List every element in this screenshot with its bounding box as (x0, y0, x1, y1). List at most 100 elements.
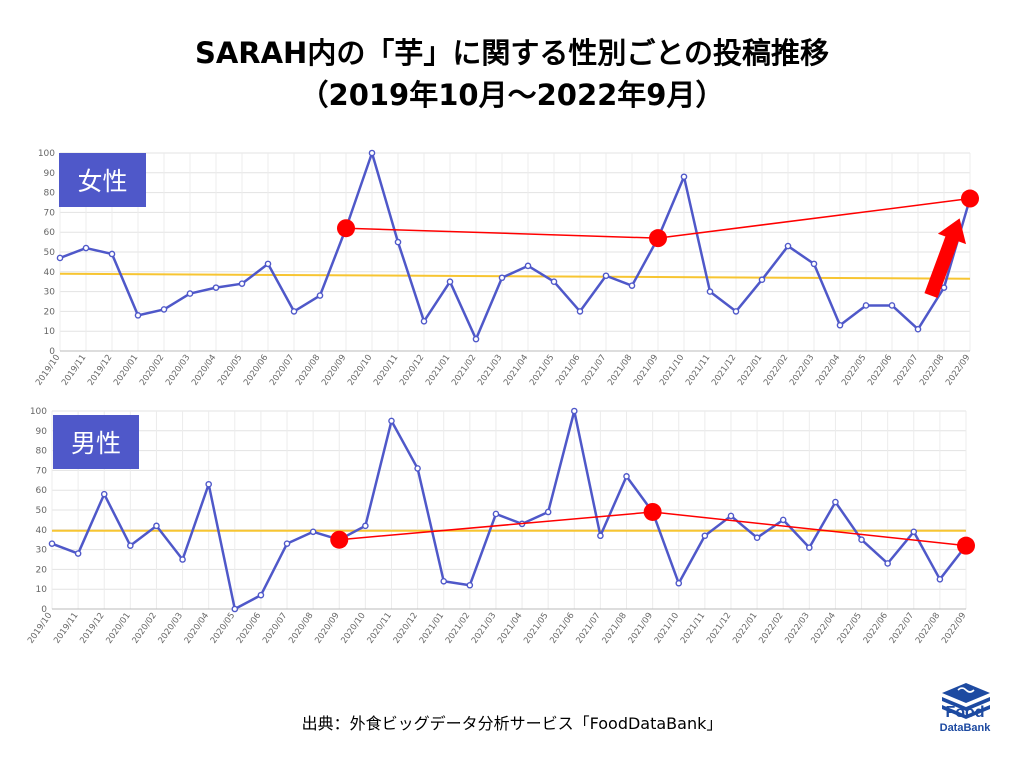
logo-wordmark-food: Food (945, 704, 985, 721)
logo-wordmark-databank: DataBank (939, 722, 991, 734)
data-point (524, 262, 532, 270)
data-point (884, 560, 891, 567)
data-point (806, 544, 813, 551)
y-tick-label: 100 (30, 407, 47, 417)
x-tick-label: 2021/10 (658, 353, 686, 388)
x-tick-label: 2022/09 (940, 611, 968, 646)
data-point (832, 498, 839, 506)
data-point (472, 335, 480, 343)
x-tick-label: 2022/07 (888, 611, 916, 646)
x-tick-label: 2022/01 (736, 353, 764, 388)
x-tick-label: 2022/07 (892, 353, 920, 388)
data-point (492, 510, 500, 518)
x-tick-label: 2021/04 (496, 611, 524, 646)
data-point (127, 542, 134, 549)
data-point (74, 550, 82, 557)
fooddatabank-logo-icon (942, 683, 990, 719)
data-point (257, 591, 265, 599)
x-tick-label: 2022/01 (731, 611, 759, 646)
x-tick-label: 2021/03 (476, 353, 504, 388)
x-tick-label: 2021/01 (418, 611, 446, 646)
y-tick-label: 0 (49, 347, 55, 357)
x-tick-label: 2020/07 (268, 353, 296, 388)
female-posts-chart: 0 10 20 30 40 50 60 70 80 90 100 2019/102019/112019… (34, 149, 979, 388)
x-tick-label: 2020/01 (104, 611, 132, 646)
x-tick-label: 2020/10 (346, 353, 374, 388)
data-point (753, 534, 761, 542)
data-point (316, 292, 324, 299)
data-point (388, 417, 395, 425)
data-point (544, 508, 552, 516)
x-tick-label: 2020/06 (242, 353, 270, 388)
y-tick-label: 20 (44, 307, 56, 317)
data-point (862, 302, 870, 309)
data-point (362, 522, 369, 530)
highlight-point (961, 189, 979, 208)
y-tick-label: 40 (44, 268, 56, 278)
x-tick-label: 2022/09 (944, 353, 972, 388)
data-point (309, 528, 317, 536)
data-point (446, 278, 454, 285)
x-tick-label: 2020/07 (261, 611, 289, 646)
data-point (231, 605, 239, 613)
y-tick-label: 70 (36, 466, 48, 476)
data-point (212, 284, 220, 291)
x-tick-label: 2022/02 (757, 611, 785, 646)
x-tick-label: 2021/12 (710, 353, 738, 388)
data-point (680, 173, 688, 181)
x-tick-label: 2019/11 (52, 611, 80, 646)
x-tick-label: 2021/10 (653, 611, 681, 646)
x-tick-label: 2020/10 (339, 611, 367, 646)
x-tick-label: 2021/09 (627, 611, 655, 646)
x-tick-label: 2022/06 (862, 611, 890, 646)
y-tick-label: 90 (44, 169, 56, 179)
data-point (727, 512, 735, 520)
x-tick-label: 2019/12 (78, 611, 106, 646)
x-tick-label: 2020/04 (183, 611, 211, 646)
x-tick-label: 2020/08 (294, 353, 322, 388)
trend-up-arrow (924, 218, 967, 298)
data-point (440, 577, 448, 585)
x-tick-label: 2021/04 (502, 353, 530, 388)
x-tick-label: 2020/11 (365, 611, 393, 646)
page-subtitle: （2019年10月〜2022年9月） (299, 78, 725, 112)
data-point (810, 260, 818, 268)
male-posts-chart: 0 10 20 30 40 50 60 70 80 90 100 2019/102019/112019… (26, 407, 975, 646)
highlight-point (649, 229, 667, 248)
x-tick-label: 2019/12 (86, 353, 114, 388)
highlight-point (957, 536, 975, 555)
x-tick-label: 2021/08 (606, 353, 634, 388)
data-point (779, 516, 787, 524)
data-point (283, 540, 291, 547)
data-point (498, 274, 506, 282)
data-point (108, 250, 116, 258)
data-point (186, 290, 194, 297)
x-tick-label: 2020/09 (320, 353, 348, 388)
source-caption: 出典：外食ビッグデータ分析サービス「FoodDataBank」 (301, 714, 723, 733)
data-point (466, 581, 474, 589)
data-point (100, 490, 108, 498)
data-point (394, 238, 402, 246)
data-point (597, 532, 604, 540)
y-tick-label: 0 (41, 605, 47, 615)
data-point (576, 308, 584, 315)
data-point (784, 242, 792, 250)
data-point (936, 575, 944, 583)
x-tick-label: 2021/01 (424, 353, 452, 388)
data-point (179, 556, 186, 563)
x-tick-label: 2022/03 (783, 611, 811, 646)
x-tick-label: 2022/02 (762, 353, 790, 388)
data-point (888, 302, 896, 309)
data-point (732, 308, 740, 315)
data-point (623, 473, 630, 480)
x-tick-label: 2020/01 (112, 353, 140, 388)
data-point (48, 540, 56, 547)
data-point (910, 528, 918, 536)
data-point (238, 280, 246, 287)
highlight-point (337, 219, 355, 238)
y-tick-label: 20 (36, 565, 48, 575)
data-point (134, 312, 142, 319)
data-point (628, 282, 636, 289)
data-point (82, 244, 90, 252)
y-tick-label: 10 (36, 585, 48, 595)
